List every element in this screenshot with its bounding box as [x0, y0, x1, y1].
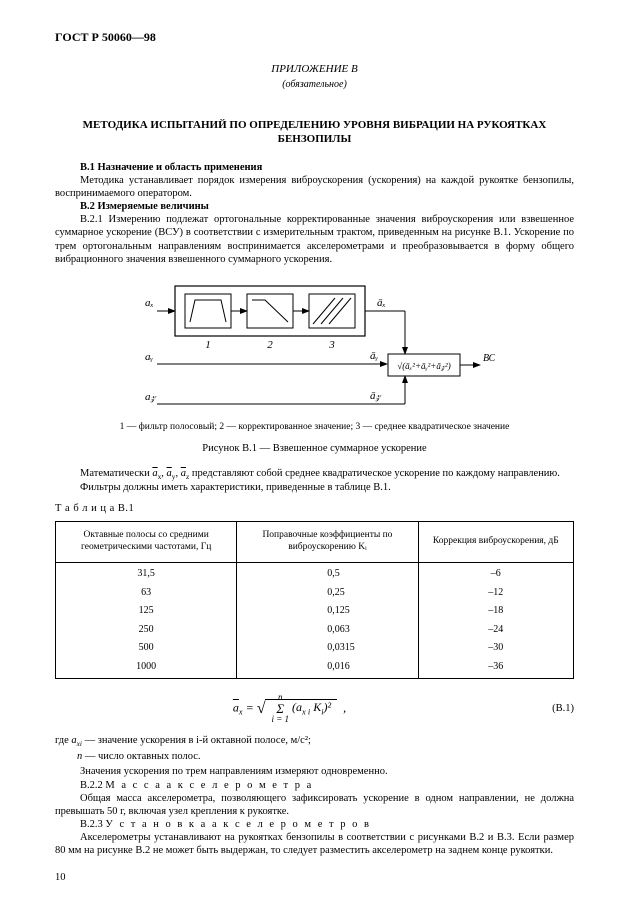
section-b22-head: В.2.2 М а с с а а к с е л е р о м е т р …	[55, 779, 574, 792]
svg-text:aᵧ: aᵧ	[145, 351, 154, 363]
table-header-3: Коррекция виброускорения, дБ	[418, 522, 573, 563]
svg-text:āᵧ: āᵧ	[370, 350, 379, 362]
table-row: 10000,016–36	[56, 658, 574, 679]
para-filters: Фильтры должны иметь характеристики, при…	[55, 481, 574, 494]
svg-text:3: 3	[328, 339, 335, 351]
svg-text:2: 2	[267, 339, 273, 351]
table-row: 1250,125–18	[56, 602, 574, 621]
section-b1-head: В.1 Назначение и область применения	[55, 161, 574, 174]
appendix-subtitle: (обязательное)	[55, 79, 574, 92]
svg-text:ВСУ: ВСУ	[483, 353, 495, 364]
formula-number: (В.1)	[524, 702, 574, 715]
where-line-1: где axi — значение ускорения в i-й октав…	[55, 734, 574, 748]
figure-caption: Рисунок В.1 — Взвешенное суммарное ускор…	[55, 442, 574, 455]
table-header-1: Октавные полосы со средними геометрическ…	[56, 522, 237, 563]
svg-text:1: 1	[205, 339, 211, 351]
table-row: 31,50,5–6	[56, 563, 574, 584]
para-math: Математически ax, ay, az представляют со…	[55, 467, 574, 481]
table-row: 630,25–12	[56, 584, 574, 603]
diagram-figure: 1 2 3 aₓ āₓ aᵧ āᵧ a𝓏 ā𝓏 √(āₓ²+āᵧ²+ā𝓏²) В…	[135, 276, 495, 416]
svg-text:āₓ: āₓ	[377, 297, 386, 309]
appendix-title: ПРИЛОЖЕНИЕ В	[55, 63, 574, 77]
section-b1-p1: Методика устанавливает порядок измерения…	[55, 174, 574, 200]
diagram-legend: 1 — фильтр полосовый; 2 — корректированн…	[55, 422, 574, 434]
table-b1: Октавные полосы со средними геометрическ…	[55, 521, 574, 679]
section-b23-head: В.2.3 У с т а н о в к а а к с е л е р о …	[55, 818, 574, 831]
document-id: ГОСТ Р 50060—98	[55, 30, 574, 45]
page-number: 10	[55, 871, 574, 884]
section-b2-p1: В.2.1 Измерению подлежат ортогональные к…	[55, 213, 574, 266]
section-b23-p1: Акселерометры устанавливают на рукоятках…	[55, 831, 574, 857]
svg-text:aₓ: aₓ	[145, 297, 154, 309]
formula-b1: ax = √ n Σ i = 1 (ax i Ki)² , (В.1)	[55, 693, 574, 724]
section-b2-head: В.2 Измеряемые величины	[55, 200, 574, 213]
svg-text:√(āₓ²+āᵧ²+ā𝓏²): √(āₓ²+āᵧ²+ā𝓏²)	[397, 361, 451, 371]
svg-text:ā𝓏: ā𝓏	[370, 390, 382, 402]
svg-text:a𝓏: a𝓏	[145, 391, 157, 403]
para-simultaneous: Значения ускорения по трем направлениям …	[55, 765, 574, 778]
table-header-2: Поправочные коэффициенты по виброускорен…	[237, 522, 418, 563]
main-title: МЕТОДИКА ИСПЫТАНИЙ ПО ОПРЕДЕЛЕНИЮ УРОВНЯ…	[55, 119, 574, 147]
section-b22-p1: Общая масса акселерометра, позволяющего …	[55, 792, 574, 818]
where-line-2: n — число октавных полос.	[55, 750, 574, 763]
table-row: 2500,063–24	[56, 621, 574, 640]
table-label: Т а б л и ц а В.1	[55, 502, 574, 515]
table-row: 5000,0315–30	[56, 639, 574, 658]
